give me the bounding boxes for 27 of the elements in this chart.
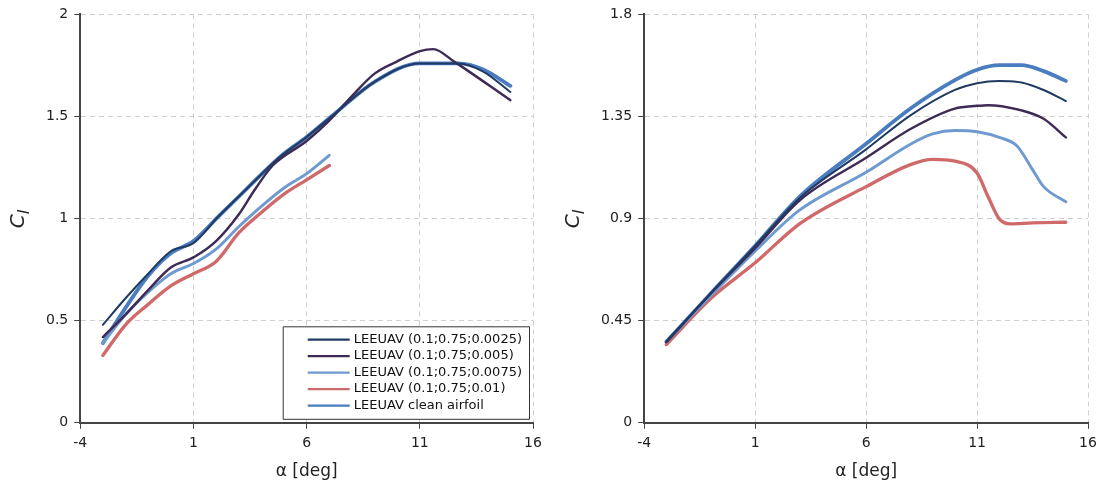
y-tick-label: 0: [59, 413, 69, 430]
y-tick-label: 1.35: [601, 107, 633, 124]
y-tick-label: 0: [623, 413, 633, 430]
x-tick-label: 1: [750, 433, 760, 450]
y-tick-label: 2: [59, 5, 69, 22]
y-tick-label: 0.9: [609, 209, 633, 226]
x-tick-label: 6: [861, 433, 871, 450]
x-tick-label: 6: [302, 433, 312, 450]
x-tick-label: 16: [1079, 433, 1097, 450]
x-tick-label: -4: [73, 433, 88, 450]
legend-label: LEEUAV (0.1;0.75;0.0025): [353, 330, 523, 346]
y-tick-label: 1.8: [609, 5, 633, 22]
x-axis-title: α [deg]: [835, 460, 898, 481]
legend-label: LEEUAV (0.1;0.75;0.01): [353, 380, 506, 396]
x-tick-label: 1: [188, 433, 198, 450]
x-tick-label: 11: [410, 433, 429, 450]
legend-label: LEEUAV (0.1;0.75;0.005): [353, 347, 514, 363]
x-tick-label: 16: [524, 433, 542, 450]
x-tick-label: 11: [968, 433, 986, 450]
y-tick-label: 0.5: [46, 311, 69, 328]
x-axis-title: α [deg]: [275, 460, 338, 481]
y-tick-label: 0.45: [601, 311, 633, 328]
x-tick-label: -4: [637, 433, 652, 450]
y-tick-label: 1.5: [46, 107, 69, 124]
legend-label: LEEUAV (0.1;0.75;0.0075): [353, 363, 523, 379]
legend-label: LEEUAV clean airfoil: [353, 396, 484, 412]
y-tick-label: 1: [59, 209, 69, 226]
